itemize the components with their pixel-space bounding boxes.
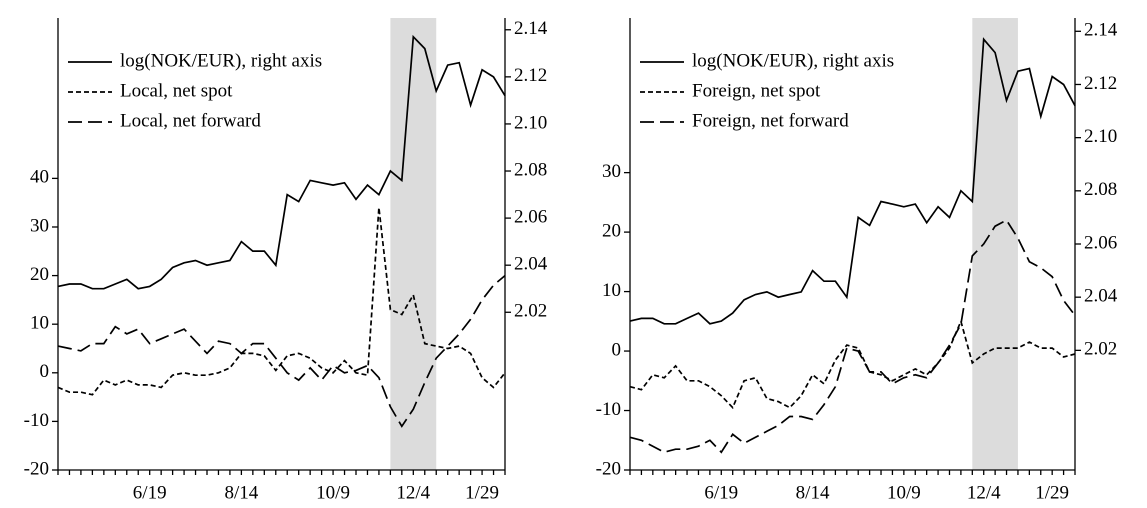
y2-tick-label: 2.04 xyxy=(1084,286,1118,307)
x-tick-label: 1/29 xyxy=(1035,482,1069,503)
x-tick-label: 10/9 xyxy=(887,482,921,503)
series-line xyxy=(629,219,1076,454)
series-line xyxy=(629,37,1076,325)
y-tick-label: -10 xyxy=(24,410,49,431)
x-tick-label: 12/4 xyxy=(396,482,430,503)
legend-label: Local, net forward xyxy=(120,110,261,131)
legend-label: Foreign, net spot xyxy=(692,80,821,101)
x-tick-label: 6/19 xyxy=(704,482,738,503)
legend-label: log(NOK/EUR), right axis xyxy=(692,50,894,71)
y2-tick-label: 2.12 xyxy=(1084,73,1117,94)
y2-tick-label: 2.08 xyxy=(514,159,547,180)
y2-tick-label: 2.02 xyxy=(514,301,547,322)
y-tick-label: 0 xyxy=(612,339,622,360)
legend-label: Foreign, net forward xyxy=(692,110,849,131)
shaded-period xyxy=(390,18,437,470)
series-line xyxy=(57,274,506,428)
shaded-period xyxy=(972,18,1018,470)
x-tick-label: 6/19 xyxy=(133,482,167,503)
y-tick-label: -20 xyxy=(24,458,49,479)
y-tick-label: 30 xyxy=(602,161,621,182)
y2-tick-label: 2.06 xyxy=(514,206,547,227)
y-tick-label: 0 xyxy=(40,361,50,382)
y2-tick-label: 2.02 xyxy=(1084,339,1117,360)
y-tick-label: 10 xyxy=(30,313,49,334)
y2-tick-label: 2.12 xyxy=(514,65,547,86)
legend-label: log(NOK/EUR), right axis xyxy=(120,50,322,71)
y-tick-label: -10 xyxy=(596,399,621,420)
x-tick-label: 8/14 xyxy=(796,482,830,503)
y-tick-label: 40 xyxy=(30,167,49,188)
y2-tick-label: 2.10 xyxy=(1084,126,1117,147)
y-tick-label: 20 xyxy=(30,264,49,285)
series-line xyxy=(57,207,506,396)
legend-label: Local, net spot xyxy=(120,80,233,101)
x-tick-label: 12/4 xyxy=(967,482,1001,503)
y2-tick-label: 2.14 xyxy=(1084,20,1118,41)
y2-tick-label: 2.04 xyxy=(514,254,548,275)
y2-tick-label: 2.08 xyxy=(1084,179,1117,200)
y2-tick-label: 2.10 xyxy=(514,112,547,133)
y-tick-label: 30 xyxy=(30,215,49,236)
y2-tick-label: 2.06 xyxy=(1084,232,1117,253)
series-line xyxy=(57,34,506,290)
series-line xyxy=(629,318,1076,410)
x-tick-label: 8/14 xyxy=(224,482,258,503)
y-tick-label: 20 xyxy=(602,220,621,241)
y-tick-label: -20 xyxy=(596,458,621,479)
y2-tick-label: 2.14 xyxy=(514,18,548,39)
y-tick-label: 10 xyxy=(602,280,621,301)
x-tick-label: 10/9 xyxy=(316,482,350,503)
x-tick-label: 1/29 xyxy=(465,482,499,503)
